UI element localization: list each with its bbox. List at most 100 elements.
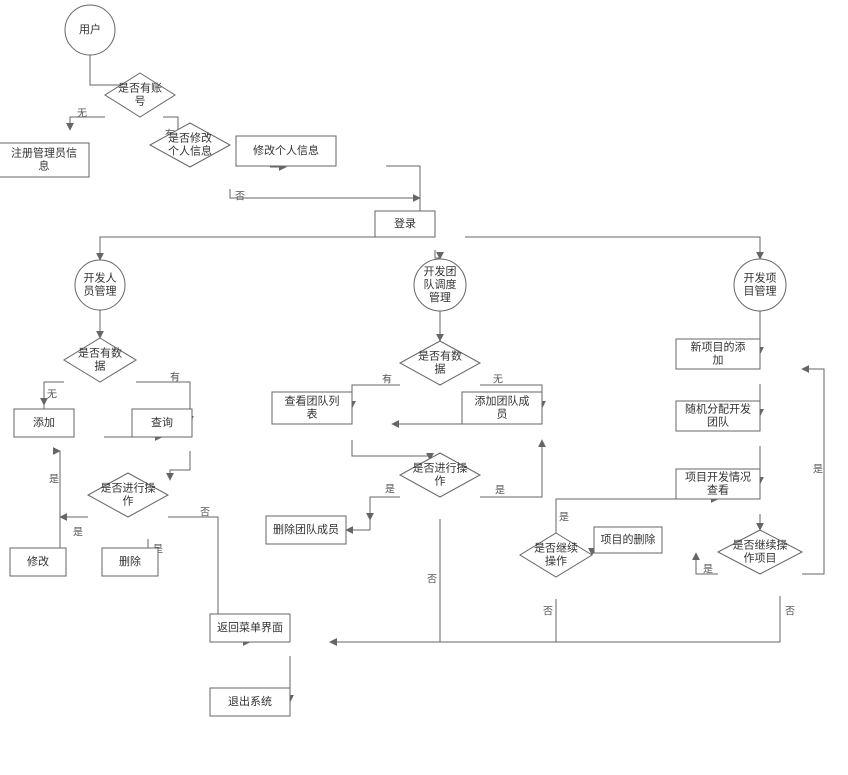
node-label: 删除 [119, 554, 141, 568]
nodes-layer: 用户是否有账号注册管理员信息是否修改个人信息修改个人信息登录开发人员管理是否有数… [0, 5, 802, 716]
node-r_add_proj: 新项目的添加 [676, 339, 760, 369]
edge-label: 无 [47, 390, 57, 401]
edge [170, 451, 190, 480]
edge [480, 440, 542, 497]
edge [352, 385, 400, 408]
node-label: 是否继续操 [733, 537, 788, 551]
node-r_return: 返回菜单界面 [210, 614, 290, 642]
node-label: 项目的删除 [601, 532, 656, 546]
node-label: 随机分配开发 [685, 401, 751, 415]
edge-label: 是 [385, 484, 395, 496]
edge-label: 是 [73, 527, 83, 539]
edge [100, 237, 405, 260]
node-label: 用户 [79, 22, 101, 36]
node-label: 退出系统 [228, 694, 272, 708]
node-r_add: 添加 [14, 409, 74, 437]
node-d_has_data2: 是否有数据 [400, 341, 480, 385]
node-label: 队调度 [424, 277, 457, 291]
edge [352, 440, 430, 460]
node-r_register: 注册管理员信息 [0, 143, 89, 177]
edge [465, 237, 760, 259]
node-label: 删除团队成员 [273, 522, 339, 536]
edge-label: 否 [785, 606, 795, 618]
edge [386, 166, 420, 198]
node-c_team: 开发团队调度管理 [414, 259, 466, 311]
node-d_has_data1: 是否有数据 [64, 338, 136, 382]
node-c_dev_person: 开发人员管理 [75, 260, 125, 310]
node-label: 添加团队成 [475, 393, 530, 407]
edge-label: 否 [427, 574, 437, 586]
flowchart-canvas: 无有是否无有是是是否有无是是否是是否是否用户是否有账号注册管理员信息是否修改个人… [0, 0, 848, 775]
node-r_mod_info: 修改个人信息 [236, 136, 336, 166]
node-label: 作 [435, 474, 446, 487]
edge [435, 250, 440, 259]
node-label: 据 [435, 361, 446, 375]
node-label: 查看团队列 [285, 393, 340, 407]
node-label: 新项目的添 [691, 339, 746, 353]
node-label: 表 [307, 406, 318, 420]
node-label: 是否继续 [534, 540, 578, 554]
node-label: 号 [135, 94, 146, 107]
node-r_random: 随机分配开发团队 [676, 401, 760, 431]
node-label: 是否进行操 [101, 480, 156, 494]
node-label: 管理 [429, 290, 451, 304]
edge [230, 189, 420, 198]
node-label: 开发项 [744, 270, 777, 284]
edge-label: 是 [703, 564, 713, 576]
edge-label: 有 [382, 373, 392, 386]
node-d_mod_info: 是否修改个人信息 [150, 123, 230, 167]
node-label: 作 [123, 494, 134, 507]
edge-label: 无 [493, 375, 503, 386]
edge-label: 是 [559, 512, 569, 524]
node-label: 团队 [707, 414, 729, 428]
edge [70, 117, 105, 130]
node-label: 员管理 [84, 283, 117, 297]
node-label: 员 [497, 407, 508, 420]
node-label: 操作 [545, 553, 567, 567]
node-user: 用户 [65, 5, 115, 55]
node-label: 注册管理员信 [11, 145, 77, 159]
edge-label: 有 [170, 371, 180, 384]
node-label: 是否修改 [168, 130, 212, 144]
node-label: 查看 [707, 482, 729, 496]
node-r_login: 登录 [375, 211, 435, 237]
node-label: 修改个人信息 [253, 143, 319, 157]
node-label: 项目开发情况 [685, 469, 751, 483]
edge-label: 是 [49, 474, 59, 486]
node-label: 个人信息 [168, 143, 212, 157]
node-label: 查询 [151, 415, 173, 429]
edge [330, 596, 780, 642]
node-r_modify: 修改 [10, 548, 66, 576]
edge-label: 是 [813, 464, 823, 476]
edge-label: 无 [77, 109, 87, 120]
edge-label: 否 [543, 606, 553, 618]
node-r_view_team: 查看团队列表 [272, 392, 352, 424]
node-r_exit: 退出系统 [210, 688, 290, 716]
edge-label: 否 [235, 191, 245, 203]
node-label: 修改 [27, 554, 49, 568]
node-d_cont_op: 是否继续操作 [520, 533, 592, 577]
node-c_project: 开发项目管理 [734, 259, 786, 311]
edge-label: 是 [495, 485, 505, 497]
node-label: 返回菜单界面 [217, 621, 283, 634]
node-label: 目管理 [744, 283, 777, 297]
node-label: 开发人 [84, 270, 117, 284]
node-label: 作项目 [744, 551, 777, 564]
node-label: 登录 [394, 216, 416, 230]
node-label: 是否有账 [118, 80, 162, 94]
node-label: 添加 [33, 415, 55, 429]
node-r_add_member: 添加团队成员 [462, 392, 542, 424]
node-label: 开发团 [424, 264, 457, 278]
node-label: 是否有数 [78, 345, 122, 359]
edge-label: 否 [200, 507, 210, 519]
edge [370, 497, 400, 520]
edge [346, 520, 370, 530]
node-label: 加 [713, 353, 724, 366]
node-r_query: 查询 [132, 409, 192, 437]
node-r_proj_view: 项目开发情况查看 [676, 469, 760, 499]
node-label: 是否有数 [418, 348, 462, 362]
node-d_do_op2: 是否进行操作 [400, 453, 480, 497]
node-d_cont_proj: 是否继续操作项目 [718, 530, 802, 574]
node-label: 息 [39, 158, 50, 172]
node-r_delete: 删除 [102, 548, 158, 576]
